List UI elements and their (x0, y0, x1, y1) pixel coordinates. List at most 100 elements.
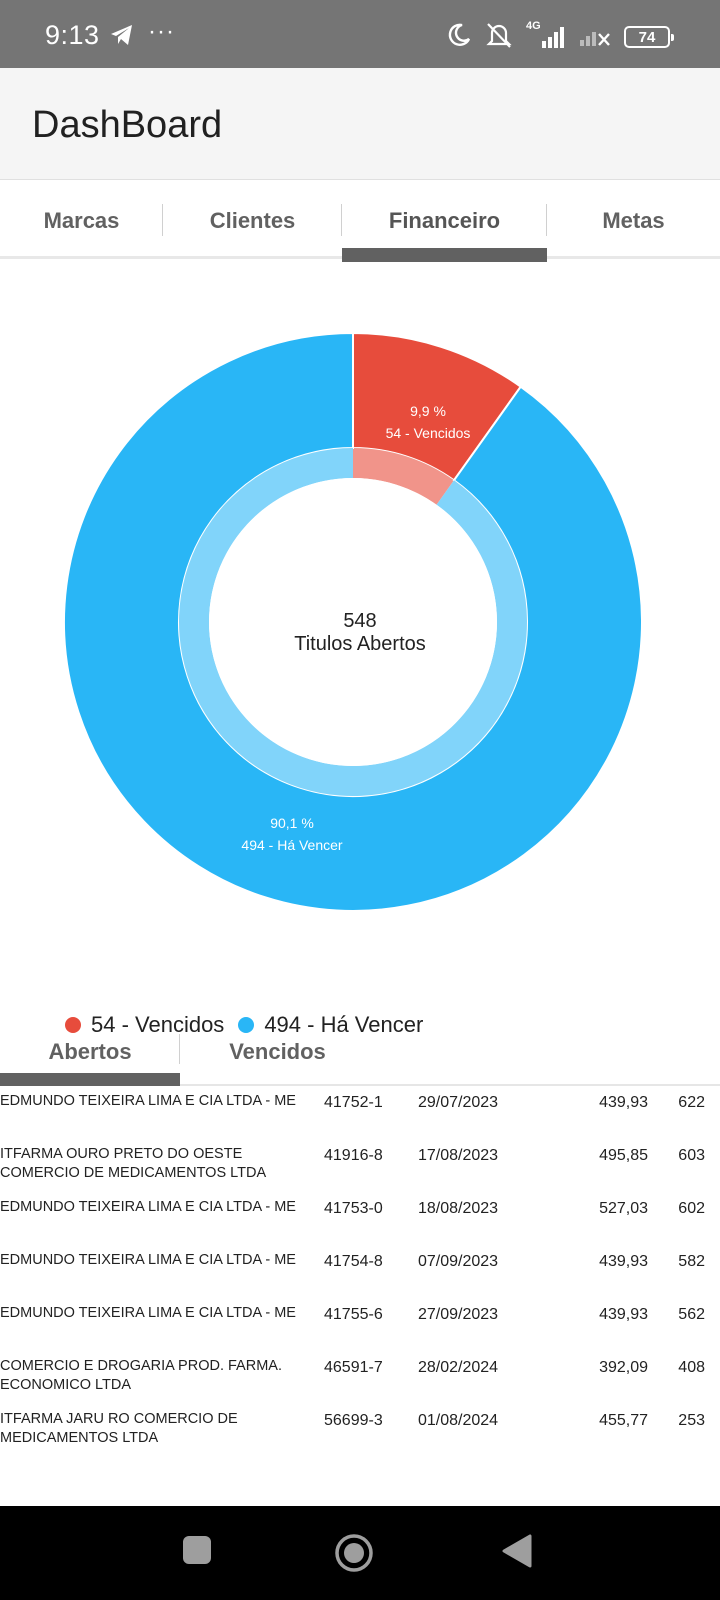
battery-icon: 74 (624, 26, 674, 48)
title-value: 439,93 (599, 1253, 648, 1270)
tab-label: Marcas (43, 207, 120, 233)
main-tabs: Marcas Clientes Financeiro Metas (0, 182, 720, 262)
subtab-label: Vencidos (229, 1039, 326, 1064)
days-count: 603 (678, 1147, 705, 1164)
slice-percent: 90,1 % (270, 815, 314, 831)
title-value: 455,77 (599, 1412, 648, 1429)
list-item[interactable]: EDMUNDO TEIXEIRA LIMA E CIA LTDA - ME 41… (0, 1194, 720, 1247)
telegram-icon (110, 24, 134, 51)
status-bar: 9:13 ··· 4G 74 (0, 0, 720, 68)
app-bar: DashBoard (0, 68, 720, 180)
title-value: 392,09 (599, 1359, 648, 1376)
tab-divider (341, 204, 342, 236)
slice-label-ha-vencer: 90,1 % 494 - Há Vencer (222, 812, 362, 856)
slice-percent: 9,9 % (410, 403, 446, 419)
title-code: 41916-8 (324, 1147, 383, 1164)
list-item[interactable]: EDMUNDO TEIXEIRA LIMA E CIA LTDA - ME 41… (0, 1088, 720, 1141)
title-code: 41753-0 (324, 1200, 383, 1217)
tab-clientes[interactable]: Clientes (163, 182, 342, 259)
legend-dot (65, 1017, 81, 1033)
tab-label: Metas (602, 207, 665, 233)
signal-x-icon (578, 22, 612, 53)
tab-divider (162, 204, 163, 236)
donut-chart: 548 Titulos Abertos 9,9 % 54 - Vencidos … (0, 300, 720, 960)
tab-active-indicator (342, 248, 547, 262)
due-date: 27/09/2023 (418, 1306, 499, 1323)
tab-marcas[interactable]: Marcas (0, 182, 163, 259)
status-time: 9:13 (45, 20, 100, 50)
due-date: 18/08/2023 (418, 1200, 499, 1217)
days-count: 622 (678, 1094, 705, 1111)
donut-inner-ring-0 (353, 448, 454, 505)
list-item[interactable]: EDMUNDO TEIXEIRA LIMA E CIA LTDA - ME 41… (0, 1247, 720, 1300)
tab-metas[interactable]: Metas (547, 182, 720, 259)
due-date: 17/08/2023 (418, 1147, 499, 1164)
subtab-label: Abertos (48, 1039, 132, 1064)
title-value: 439,93 (599, 1094, 648, 1111)
tab-divider (179, 1034, 180, 1064)
client-name: ITFARMA OURO PRETO DO OESTE COMERCIO DE … (0, 1146, 267, 1181)
title-code: 41752-1 (324, 1094, 383, 1111)
slice-caption: 494 - Há Vencer (241, 837, 343, 853)
days-count: 602 (678, 1200, 705, 1217)
title-value: 495,85 (599, 1147, 648, 1164)
title-code: 41755-6 (324, 1306, 383, 1323)
legend-item-vencidos[interactable]: 54 - Vencidos (65, 1012, 224, 1038)
legend-item-ha-vencer[interactable]: 494 - Há Vencer (238, 1012, 423, 1038)
back-button[interactable] (500, 1533, 534, 1574)
recent-apps-button[interactable] (180, 1533, 214, 1572)
due-date: 01/08/2024 (418, 1412, 499, 1429)
subtab-vencidos[interactable]: Vencidos (180, 1030, 375, 1086)
moon-icon (446, 22, 472, 53)
chart-center-caption: Titulos Abertos (294, 633, 426, 655)
sub-tabs: Abertos Vencidos (0, 1030, 720, 1086)
client-name: EDMUNDO TEIXEIRA LIMA E CIA LTDA - ME (0, 1093, 296, 1109)
tab-divider (546, 204, 547, 236)
list-item[interactable]: ITFARMA JARU RO COMERCIO DE MEDICAMENTOS… (0, 1406, 720, 1459)
chart-legend: 54 - Vencidos 494 - Há Vencer (65, 1012, 423, 1038)
tab-financeiro[interactable]: Financeiro (342, 182, 547, 262)
slice-caption: 54 - Vencidos (385, 425, 471, 441)
donut-hole (209, 478, 497, 766)
home-button[interactable] (334, 1533, 374, 1578)
title-code: 41754-8 (324, 1253, 383, 1270)
list-item[interactable]: EDMUNDO TEIXEIRA LIMA E CIA LTDA - ME 41… (0, 1300, 720, 1353)
slice-label-vencidos: 9,9 % 54 - Vencidos (368, 400, 488, 444)
client-name: EDMUNDO TEIXEIRA LIMA E CIA LTDA - ME (0, 1199, 296, 1215)
list-item[interactable]: COMERCIO E DROGARIA PROD. FARMA. ECONOMI… (0, 1353, 720, 1406)
legend-label: 54 - Vencidos (91, 1012, 225, 1037)
tab-label: Clientes (209, 207, 296, 233)
days-count: 408 (678, 1359, 705, 1376)
due-date: 29/07/2023 (418, 1094, 499, 1111)
donut-chart-svg (63, 331, 643, 912)
triangle-back-icon (502, 1534, 532, 1568)
network-type: 4G (526, 20, 541, 32)
system-nav-bar (0, 1506, 720, 1600)
subtab-abertos[interactable]: Abertos (0, 1030, 180, 1086)
bell-off-icon (484, 21, 514, 54)
signal-icon: 4G (526, 20, 566, 50)
client-name: EDMUNDO TEIXEIRA LIMA E CIA LTDA - ME (0, 1252, 296, 1268)
square-icon (183, 1536, 211, 1564)
subtab-active-indicator (0, 1073, 180, 1086)
page-title: DashBoard (32, 104, 223, 146)
due-date: 28/02/2024 (418, 1359, 499, 1376)
title-value: 527,03 (599, 1200, 648, 1217)
title-code: 56699-3 (324, 1412, 383, 1429)
chart-center-label: 548 Titulos Abertos (260, 610, 460, 656)
status-icons: 4G 74 (446, 20, 674, 54)
days-count: 582 (678, 1253, 705, 1270)
days-count: 253 (678, 1412, 705, 1429)
client-name: COMERCIO E DROGARIA PROD. FARMA. ECONOMI… (0, 1358, 282, 1393)
title-value: 439,93 (599, 1306, 648, 1323)
due-date: 07/09/2023 (418, 1253, 499, 1270)
titles-list: EDMUNDO TEIXEIRA LIMA E CIA LTDA - ME 41… (0, 1088, 720, 1459)
title-code: 46591-7 (324, 1359, 383, 1376)
legend-label: 494 - Há Vencer (264, 1012, 424, 1037)
client-name: ITFARMA JARU RO COMERCIO DE MEDICAMENTOS… (0, 1411, 238, 1446)
tab-label: Financeiro (388, 207, 501, 233)
more-notifications-icon: ··· (148, 18, 175, 45)
days-count: 562 (678, 1306, 705, 1323)
list-item[interactable]: ITFARMA OURO PRETO DO OESTE COMERCIO DE … (0, 1141, 720, 1194)
circle-icon (335, 1534, 373, 1572)
